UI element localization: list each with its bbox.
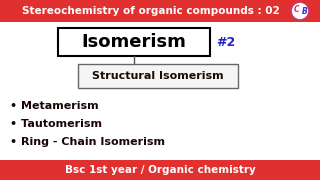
Text: Structural Isomerism: Structural Isomerism (92, 71, 224, 81)
Text: Isomerism: Isomerism (82, 33, 187, 51)
Text: Stereochemistry of organic compounds : 02: Stereochemistry of organic compounds : 0… (21, 6, 279, 16)
Text: B: B (302, 8, 308, 17)
Bar (78, 64, 238, 88)
Bar (0, 0, 320, 22)
Bar (0, 22, 320, 160)
Circle shape (291, 2, 309, 20)
Text: • Ring - Chain Isomerism: • Ring - Chain Isomerism (10, 137, 165, 147)
Text: C: C (293, 6, 299, 15)
Text: • Metamerism: • Metamerism (10, 101, 99, 111)
Bar (0, 160, 320, 180)
Bar (58, 28, 210, 56)
Text: • Tautomerism: • Tautomerism (10, 119, 102, 129)
Text: Bsc 1st year / Organic chemistry: Bsc 1st year / Organic chemistry (65, 165, 255, 175)
Text: #2: #2 (216, 35, 235, 48)
